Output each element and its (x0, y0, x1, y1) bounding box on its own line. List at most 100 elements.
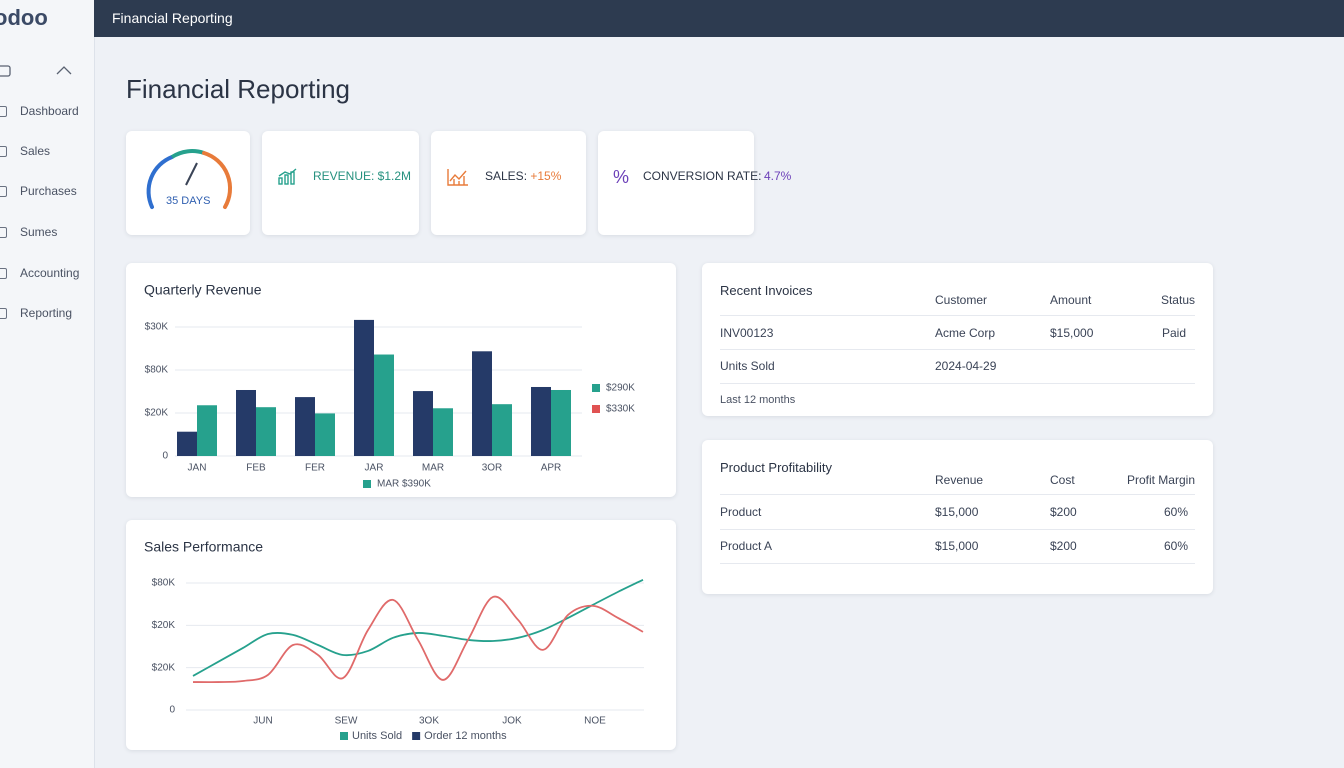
row-divider (720, 383, 1195, 384)
x-tick-label: APR (541, 463, 562, 474)
conversion-value: 4.7% (764, 169, 792, 183)
page-title: Financial Reporting (126, 74, 351, 104)
legend-label: Units Sold (352, 730, 402, 742)
percent-icon: % (613, 167, 630, 187)
line-series (192, 595, 644, 684)
revenue-kpi: REVENUE: $1.2M (313, 169, 412, 183)
conversion-label: CONVERSION RATE: (643, 169, 762, 183)
menu-icon (0, 146, 7, 157)
y-tick-label: 0 (169, 705, 175, 716)
table-cell: Units Sold (720, 359, 775, 373)
bar (531, 386, 551, 456)
menu-icon (0, 106, 7, 117)
sales-value: +15% (530, 169, 562, 183)
y-tick-label: $20K (145, 408, 169, 419)
menu-item[interactable]: Dashboard (20, 104, 79, 118)
profitability-card: Product Profitability Revenue Cost Profit M… (702, 440, 1213, 594)
menu-icon (0, 308, 7, 319)
column-header: Profit Margin (1126, 473, 1195, 487)
sales-kpi: SALES: +15% (485, 169, 561, 183)
sidebar-toolbar (0, 65, 72, 77)
y-tick-label: $30K (145, 322, 169, 333)
table-cell: Acme Corp (935, 326, 996, 340)
legend-swatch (340, 732, 348, 740)
x-tick-label: JOK (502, 716, 522, 727)
menu-item[interactable]: Reporting (20, 306, 73, 320)
bar (256, 407, 276, 456)
sales-icon (447, 169, 468, 186)
x-tick-label: SEW (335, 716, 358, 727)
x-tick-label: FER (305, 463, 325, 474)
column-header: Cost (1050, 473, 1075, 487)
table-cell: Product A (720, 539, 773, 553)
column-header: Status (1160, 293, 1195, 307)
kpi-conversion-card: % CONVERSION RATE: (598, 131, 761, 235)
row-divider (720, 563, 1195, 564)
legend-swatch (592, 405, 600, 413)
bar (413, 391, 433, 456)
bar (492, 404, 512, 456)
y-tick-label: $20K (152, 662, 176, 673)
gauge-needle (185, 162, 198, 186)
bar (197, 405, 217, 456)
collapse-icon[interactable] (56, 66, 72, 75)
sidebar: odoo Dashboard Sales Purchases Sumes Account… (0, 0, 95, 768)
x-tick-label: 3OR (482, 463, 503, 474)
table-cell: 60% (1163, 505, 1188, 519)
topbar: Financial Reporting (94, 0, 1344, 37)
table-cell: $200 (1050, 539, 1077, 553)
x-tick-label: FEB (246, 463, 266, 474)
legend-label: MAR (377, 479, 399, 490)
bar-chart-card: Quarterly Revenue 0 $20K $80K $30K JAN FEB FER J… (126, 263, 676, 497)
menu-item[interactable]: Sales (20, 144, 51, 158)
y-tick-label: $20K (152, 620, 176, 631)
legend-swatch (412, 732, 421, 740)
row-divider (720, 315, 1195, 316)
menu-item[interactable]: Accounting (20, 266, 80, 280)
table-cell: Paid (1161, 326, 1186, 340)
bar (472, 351, 492, 456)
table-title: Product Profitability (720, 460, 832, 475)
invoices-table: Recent Invoices Customer Amount Status INV00… (702, 263, 1213, 416)
bar (551, 389, 571, 456)
invoices-card: Recent Invoices Customer Amount Status INV00… (702, 263, 1213, 416)
bar (354, 319, 374, 456)
gauge (146, 149, 233, 209)
table-cell: 2024-04-29 (935, 359, 997, 373)
logo: odoo (0, 5, 48, 30)
table-cell: INV00123 (720, 326, 774, 340)
gauge-arc (146, 155, 174, 209)
bar (236, 389, 256, 456)
table-cell: $200 (1050, 505, 1077, 519)
bar (433, 408, 453, 456)
y-tick-label: $80K (152, 578, 176, 589)
kpi-gauge-card: 35 DAYS (126, 131, 250, 235)
legend-value-label: $390K (402, 479, 431, 490)
menu-item[interactable]: Sumes (20, 225, 58, 239)
x-tick-label: JUN (253, 716, 272, 727)
menu-icon (0, 227, 7, 238)
menu-item[interactable]: Purchases (20, 184, 77, 198)
bar (315, 413, 335, 456)
bar (177, 431, 197, 456)
bar-chart: Quarterly Revenue 0 $20K $80K $30K JAN FEB FER J… (144, 282, 635, 490)
gauge-label: 35 DAYS (166, 195, 211, 207)
legend-label: Order 12 months (424, 730, 507, 742)
row-divider (720, 529, 1195, 530)
table-footer: Last 12 months (720, 394, 796, 406)
table-cell: $15,000 (935, 539, 979, 553)
menu-icon (0, 65, 11, 77)
x-tick-label: MAR (422, 463, 444, 474)
table-cell: 60% (1163, 539, 1188, 553)
chart-title: Quarterly Revenue (144, 282, 262, 298)
column-header: Amount (1050, 293, 1092, 307)
line-series (192, 578, 644, 677)
row-divider (720, 494, 1195, 495)
x-tick-label: NOE (584, 716, 606, 727)
x-tick-label: 3OK (419, 716, 439, 727)
profitability-table: Product Profitability Revenue Cost Profit M… (702, 440, 1213, 594)
legend-swatch (363, 480, 371, 488)
legend-swatch (592, 384, 600, 392)
table-cell: $15,000 (1050, 326, 1094, 340)
